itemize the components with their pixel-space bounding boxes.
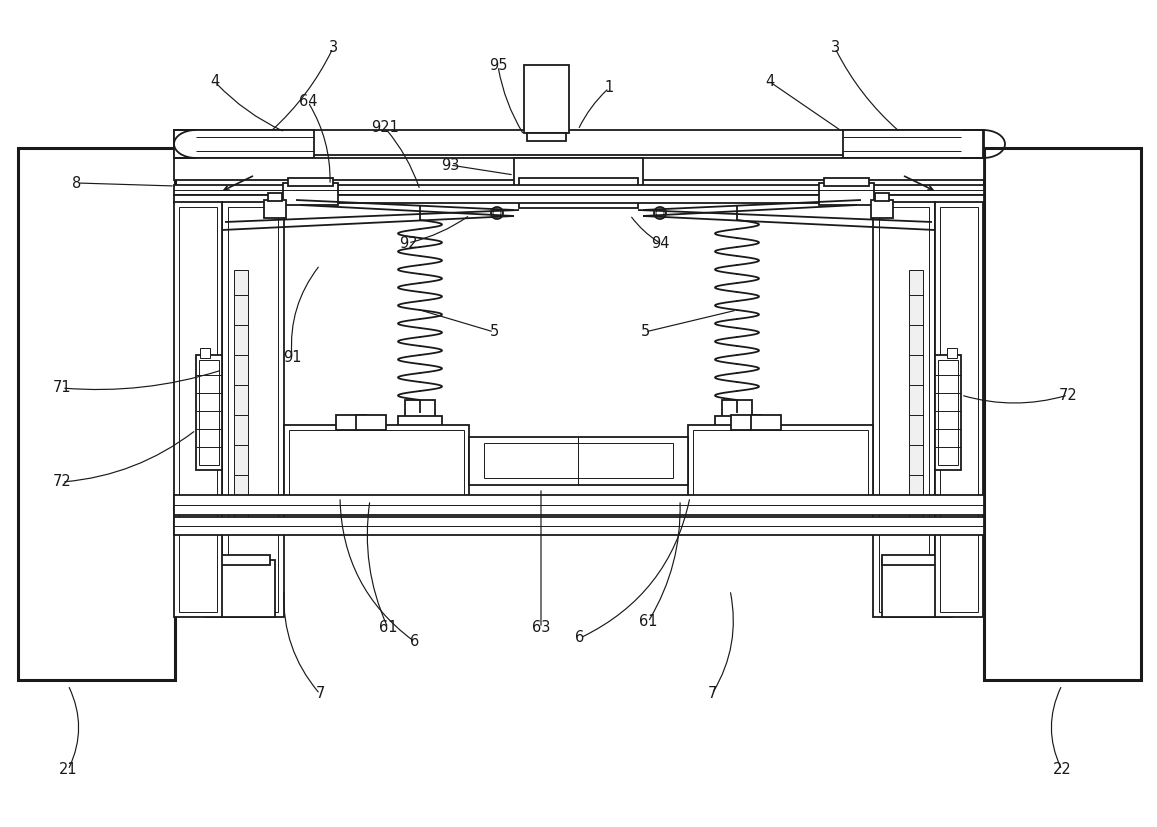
Bar (484, 443, 673, 478)
Text: 4: 4 (766, 74, 775, 89)
Bar (174, 495, 983, 515)
Bar (946, 348, 957, 358)
Bar (174, 195, 983, 203)
Bar (211, 555, 270, 565)
Bar (234, 270, 248, 520)
Bar (871, 200, 893, 218)
Bar (222, 202, 283, 617)
Text: 3: 3 (831, 41, 840, 55)
Text: 4: 4 (211, 74, 220, 89)
Bar (398, 416, 442, 426)
Bar (283, 183, 338, 205)
Circle shape (656, 209, 664, 217)
Bar (843, 130, 983, 158)
Bar (19, 148, 175, 680)
Bar (882, 560, 952, 617)
Bar (715, 416, 759, 426)
Bar (983, 148, 1141, 680)
Bar (199, 360, 219, 465)
Bar (874, 202, 935, 617)
Bar (174, 517, 983, 535)
Bar (200, 348, 211, 358)
Text: 3: 3 (329, 41, 338, 55)
Text: 7: 7 (707, 686, 716, 701)
Bar (824, 178, 869, 186)
Text: 71: 71 (53, 380, 72, 395)
Bar (288, 178, 333, 186)
Bar (751, 415, 781, 430)
Bar (356, 415, 386, 430)
Bar (875, 193, 889, 201)
Bar (688, 425, 874, 500)
Text: 72: 72 (52, 475, 72, 490)
Bar (205, 560, 275, 617)
Circle shape (491, 207, 503, 219)
Bar (268, 193, 282, 201)
Bar (879, 207, 929, 612)
Text: 93: 93 (441, 157, 459, 173)
Bar (882, 555, 942, 565)
Bar (731, 415, 761, 430)
Bar (283, 425, 469, 500)
Bar (909, 270, 923, 520)
Bar (174, 202, 222, 617)
Bar (289, 430, 464, 495)
Text: 95: 95 (488, 59, 507, 74)
Bar (264, 200, 286, 218)
Text: 22: 22 (1053, 762, 1071, 777)
Bar (935, 355, 961, 470)
Text: 94: 94 (650, 236, 669, 251)
Text: 8: 8 (73, 175, 82, 190)
Bar (693, 430, 868, 495)
Bar (819, 183, 874, 205)
Bar (939, 207, 978, 612)
Text: 92: 92 (399, 236, 418, 251)
Text: 7: 7 (316, 686, 325, 701)
Circle shape (654, 207, 666, 219)
Text: 1: 1 (604, 80, 613, 95)
Bar (228, 207, 278, 612)
Bar (514, 158, 643, 188)
Bar (174, 158, 983, 180)
Text: 72: 72 (1059, 388, 1077, 403)
Text: 64: 64 (299, 94, 317, 109)
Bar (469, 437, 688, 485)
Text: 5: 5 (489, 324, 499, 340)
Text: 6: 6 (575, 630, 584, 646)
Bar (938, 360, 958, 465)
Text: 61: 61 (639, 614, 657, 629)
Bar (405, 400, 435, 418)
Bar (196, 355, 222, 470)
Bar (524, 65, 569, 133)
Text: 21: 21 (59, 762, 78, 777)
Bar (179, 207, 218, 612)
Text: 5: 5 (640, 324, 649, 340)
Text: 63: 63 (532, 620, 551, 635)
Text: 61: 61 (378, 620, 397, 635)
Text: 6: 6 (411, 634, 420, 649)
Bar (174, 185, 983, 195)
Bar (722, 400, 752, 418)
Bar (526, 133, 566, 141)
Text: 91: 91 (282, 351, 301, 366)
Bar (174, 130, 314, 158)
Text: 921: 921 (371, 121, 399, 136)
Bar (336, 415, 366, 430)
Bar (935, 202, 983, 617)
Circle shape (493, 209, 501, 217)
Bar (519, 178, 638, 208)
Bar (174, 130, 983, 155)
